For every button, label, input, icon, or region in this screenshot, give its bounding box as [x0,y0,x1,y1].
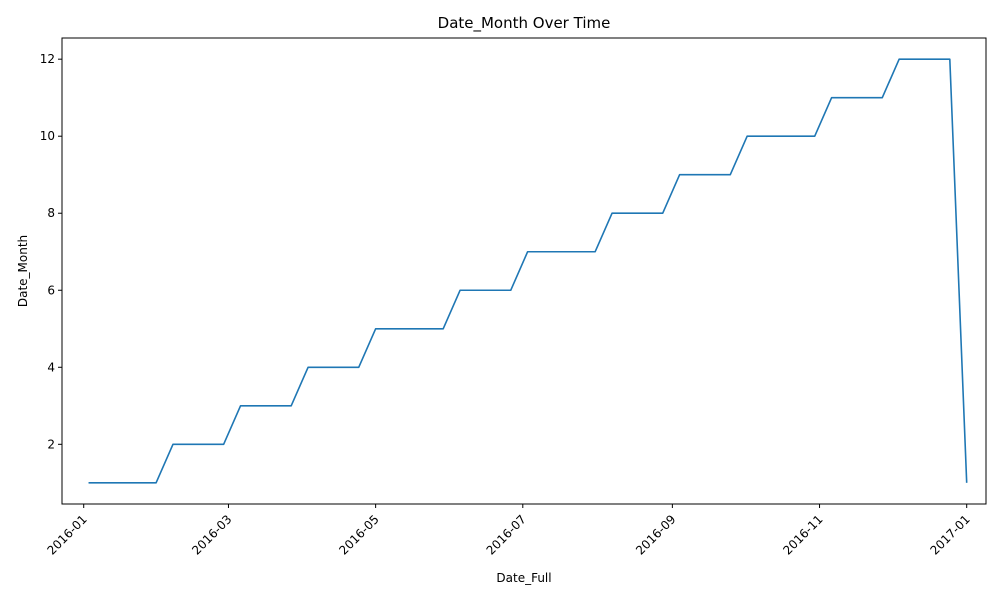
x-tick-label: 2017-01 [927,512,972,557]
y-tick-label: 8 [47,206,55,220]
x-axis-label: Date_Full [496,571,551,585]
y-tick-label: 12 [40,52,55,66]
y-tick-label: 4 [47,360,55,374]
y-tick-label: 2 [47,437,55,451]
x-tick-label: 2016-03 [189,512,234,557]
chart-title: Date_Month Over Time [438,14,611,33]
x-axis-ticks: 2016-01 2016-03 2016-05 2016-07 2016-09 2016-… [44,504,973,558]
x-tick-label: 2016-05 [336,512,381,557]
series-line-0 [88,58,968,484]
plot-area [88,58,968,484]
x-tick-label: 2016-07 [484,512,529,557]
x-tick-label: 2016-01 [44,512,89,557]
y-axis-ticks: 2 4 6 8 10 12 [40,52,62,451]
y-tick-label: 10 [40,129,55,143]
y-axis-label: Date_Month [16,235,30,307]
x-tick-label: 2016-11 [780,512,825,557]
axes-frame [61,37,987,505]
x-tick-label: 2016-09 [633,512,678,557]
y-tick-label: 6 [47,283,55,297]
